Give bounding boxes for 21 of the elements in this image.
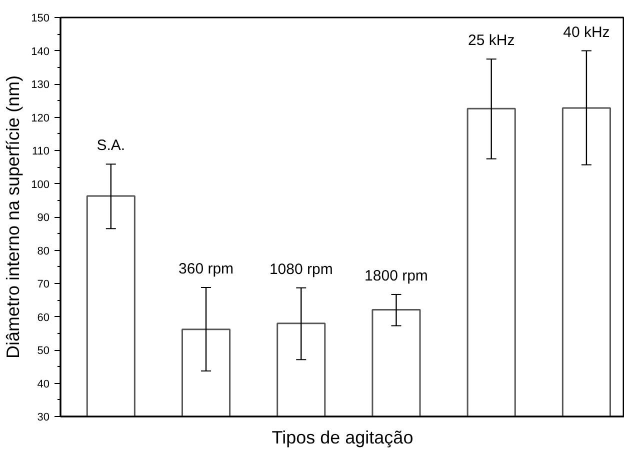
y-tick-label: 40 (37, 378, 50, 390)
x-tick-label: 25 kHz (468, 32, 515, 50)
x-axis-title: Tipos de agitação (272, 428, 414, 448)
y-tick-label: 130 (31, 79, 50, 91)
y-tick-label: 120 (31, 112, 50, 124)
y-tick-label: 60 (37, 312, 50, 324)
x-tick-label: 360 rpm (178, 260, 234, 278)
y-tick-label: 70 (37, 278, 50, 290)
y-tick-label: 30 (37, 412, 50, 424)
y-tick-label: 140 (31, 46, 50, 58)
x-tick-label: 1080 rpm (269, 260, 333, 278)
y-tick-label: 110 (32, 146, 50, 158)
y-axis-title: Diâmetro interno na superfície (nm) (3, 75, 24, 359)
x-tick-label: S.A. (96, 137, 126, 154)
x-tick-label: 1800 rpm (364, 267, 428, 284)
y-tick-label: 100 (31, 178, 50, 191)
y-tick-label: 90 (37, 212, 50, 224)
y-tick-label: 80 (37, 245, 50, 258)
y-tick-label: 150 (31, 12, 50, 24)
x-tick-label: 40 kHz (563, 24, 610, 41)
y-tick-label: 50 (37, 345, 50, 357)
